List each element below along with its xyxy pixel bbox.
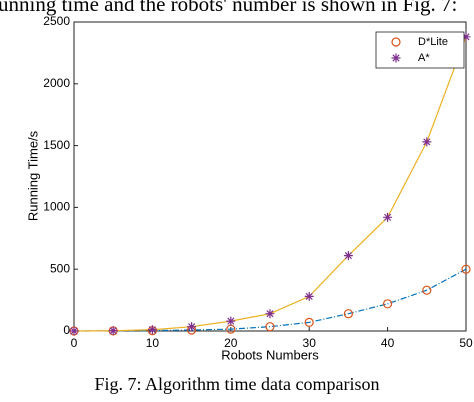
y-tick-label: 2000 bbox=[43, 76, 70, 90]
data-point bbox=[304, 291, 314, 301]
y-tick-label: 2500 bbox=[43, 14, 70, 28]
data-point bbox=[69, 326, 79, 336]
x-tick-label: 40 bbox=[381, 336, 395, 350]
y-tick-label: 0 bbox=[63, 323, 70, 337]
y-tick-label: 1500 bbox=[43, 138, 70, 152]
data-point bbox=[108, 326, 118, 336]
data-point bbox=[461, 264, 471, 274]
data-point bbox=[226, 316, 236, 326]
data-point bbox=[304, 317, 314, 327]
data-point bbox=[187, 322, 197, 332]
data-point bbox=[265, 309, 275, 319]
y-tick-label: 1000 bbox=[43, 200, 70, 214]
y-tick-label: 500 bbox=[50, 261, 70, 275]
x-tick-label: 20 bbox=[224, 336, 238, 350]
x-axis-label: Robots Numbers bbox=[221, 347, 319, 362]
intro-text: unning time and the robots' number is sh… bbox=[0, 0, 457, 16]
x-tick-label: 50 bbox=[459, 336, 473, 350]
x-tick-label: 0 bbox=[71, 336, 78, 350]
data-point bbox=[383, 212, 393, 222]
y-axis-label: Running Time/s bbox=[25, 130, 40, 221]
data-point bbox=[343, 251, 353, 261]
x-tick-label: 10 bbox=[146, 336, 160, 350]
legend-box bbox=[375, 31, 465, 69]
x-tick-label: 30 bbox=[303, 336, 317, 350]
series-line bbox=[73, 36, 467, 332]
data-point bbox=[265, 322, 275, 332]
legend-marker bbox=[391, 53, 401, 63]
data-point bbox=[461, 32, 471, 42]
data-point bbox=[147, 325, 157, 335]
data-point bbox=[422, 137, 432, 147]
legend-label: A* bbox=[418, 52, 430, 64]
series-line bbox=[73, 268, 467, 332]
legend-label: D*Lite bbox=[418, 36, 448, 48]
legend-marker bbox=[391, 37, 401, 47]
data-point bbox=[422, 285, 432, 295]
data-point bbox=[383, 299, 393, 309]
caption: Fig. 7: Algorithm time data comparison bbox=[95, 374, 380, 394]
data-point bbox=[343, 309, 353, 319]
